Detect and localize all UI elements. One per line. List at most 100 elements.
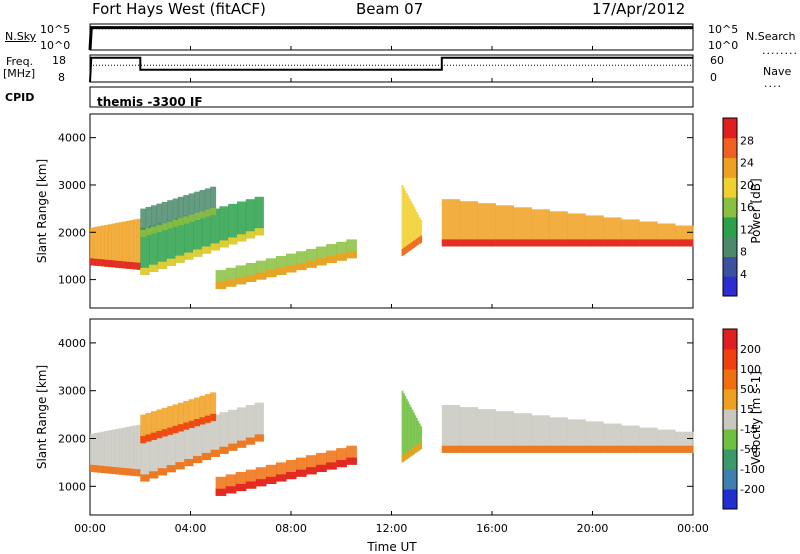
heatmap-cell-4-9 [603,217,622,247]
heatmap-cell-2-6 [275,462,287,482]
heatmap-cell-0-7 [115,429,120,475]
velocity-colorbar-swatch-0 [723,489,737,510]
heatmap-edge-1-8 [210,449,220,457]
heatmap-cell-0-5 [107,430,112,474]
nave-label: Nave [763,65,792,78]
heatmap-cell-3-2 [404,396,407,461]
heatmap-edge-2-5 [265,270,277,278]
velocity-colorbar-tick-3: -15 [740,423,758,436]
heatmap-cell-0-4 [104,431,109,474]
heatmap-cell-1-2 [157,429,168,476]
range-tick-label-3-0: 1000 [58,480,86,493]
heatmap-edge-4-10 [621,445,640,453]
range-tick-label-2-0: 1000 [58,274,86,287]
heatmap-cell-5-11 [199,395,206,425]
heatmap-edge-2-9 [306,467,317,475]
heatmap-cell-2-9 [306,248,317,268]
heatmap-edge-2-2 [235,483,247,492]
heatmap-edge-4-13 [675,445,694,453]
heatmap-edge-2-12 [336,253,347,261]
heatmap-cell-5-2 [151,205,157,234]
heatmap-cell-0-3 [100,225,105,267]
heatmap-edge-0-2 [97,259,102,267]
heatmap-cell-0-5 [107,224,112,268]
heatmap-cell-1-12 [245,199,256,239]
heatmap-edge-3-3 [405,245,408,253]
power-colorbar-tick-3: 16 [740,201,754,214]
heatmap-cell-4-3 [495,411,514,453]
heatmap-cell-2-7 [286,253,297,273]
heatmap-cell-3-10 [415,212,418,246]
velocity-colorbar-tick-5: 50 [740,383,754,396]
velocity-colorbar-swatch-3 [723,429,737,450]
heatmap-edge-2-3 [245,274,257,282]
heatmap-edge-3-0 [401,455,404,463]
heatmap-edge-1-0 [140,267,150,275]
freq-label-line1: Freq. [6,55,34,68]
heatmap-cell-2-11 [326,244,337,263]
heatmap-edge-0-13 [136,469,141,477]
heatmap-edge-3-12 [418,236,421,244]
heatmap-cell-5-4 [161,407,168,437]
heatmap-cell-3-2 [404,190,407,254]
heatmap-cell-1-10 [228,409,238,451]
heatmap-edge-1-7 [201,246,212,254]
heatmap-cell-1-7 [201,417,212,460]
range-tick-label-2-3: 4000 [58,132,86,145]
heatmap-cell-3-7 [411,409,414,456]
power-colorbar-swatch-6 [723,157,737,178]
heatmap-cell-2-12 [336,448,347,468]
heatmap-cell-3-11 [417,420,420,452]
heatmap-edge-1-7 [201,452,212,461]
heatmap-cell-1-3 [166,426,176,473]
heatmap-edge-5-0 [140,436,147,444]
heatmap-edge-5-3 [156,431,163,439]
heatmap-cell-0-2 [97,226,102,267]
heatmap-edge-0-5 [107,260,112,268]
heatmap-edge-4-6 [549,239,568,247]
heatmap-cell-5-5 [167,200,174,229]
freq-left-tick-top: 18 [52,54,66,67]
heatmap-edge-1-11 [237,440,247,448]
heatmap-edge-0-12 [133,468,138,477]
heatmap-edge-4-5 [531,445,550,453]
heatmap-cell-2-4 [255,260,267,280]
heatmap-cell-1-10 [228,203,238,245]
heatmap-cell-5-6 [172,198,179,227]
heatmap-edge-4-1 [459,445,479,453]
heatmap-cell-1-6 [193,419,203,464]
heatmap-edge-4-4 [513,239,532,247]
heatmap-cell-0-0 [90,433,95,472]
heatmap-cell-4-5 [531,415,550,453]
freq-panel-frame [89,54,694,83]
heatmap-edge-3-3 [405,452,408,460]
heatmap-edge-1-3 [166,258,176,266]
heatmap-edge-0-3 [100,259,105,267]
freq-label-line2: [MHz] [3,67,36,80]
heatmap-cell-0-9 [122,221,127,269]
heatmap-cell-1-13 [254,196,264,236]
heatmap-cell-0-13 [136,218,141,270]
heatmap-cell-1-4 [175,218,185,263]
heatmap-edge-3-10 [415,238,418,246]
nsearch-label: N.Search [746,30,796,43]
heatmap-cell-4-4 [513,207,532,247]
heatmap-cell-5-10 [194,191,200,221]
heatmap-edge-1-13 [254,434,264,442]
heatmap-cell-0-10 [125,426,130,476]
heatmap-cell-5-5 [167,406,174,435]
heatmap-edge-1-9 [219,240,229,248]
heatmap-edge-0-7 [115,260,120,268]
heatmap-edge-5-2 [151,432,157,440]
heatmap-cell-4-8 [585,215,604,247]
heatmap-edge-0-12 [133,262,138,270]
velocity-colorbar-swatch-4 [723,409,737,430]
heatmap-edge-2-5 [265,476,277,484]
heatmap-edge-5-6 [172,425,179,434]
noise-left-tick-bottom: 10^0 [40,39,70,52]
heatmap-cell-1-5 [184,421,194,467]
heatmap-cell-2-8 [296,251,307,271]
power-ylabel: Slant Range [km] [35,159,49,263]
heatmap-edge-1-2 [157,261,168,269]
